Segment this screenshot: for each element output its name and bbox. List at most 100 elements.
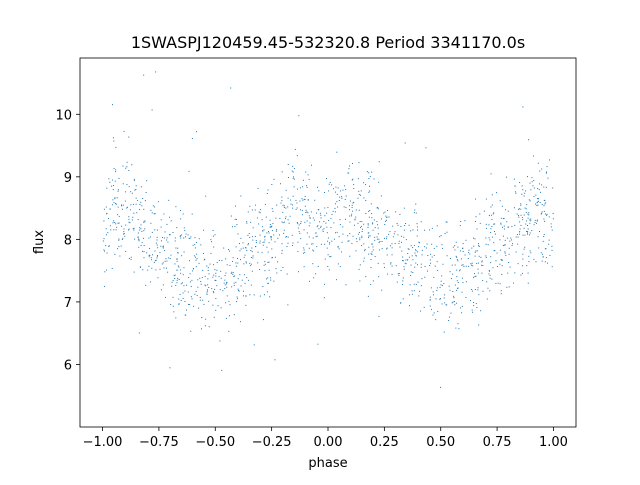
data-point: [112, 199, 114, 201]
data-point: [149, 254, 151, 256]
data-point: [237, 233, 239, 235]
data-point: [440, 235, 442, 237]
data-point: [356, 241, 358, 243]
data-point: [349, 200, 351, 202]
data-point: [391, 265, 393, 267]
data-point: [539, 231, 541, 233]
data-point: [317, 209, 319, 211]
data-point: [477, 289, 479, 291]
data-point: [316, 246, 318, 248]
data-point: [235, 246, 237, 248]
data-point: [456, 256, 458, 258]
data-point: [115, 203, 117, 205]
data-point: [444, 232, 446, 234]
data-point: [206, 293, 208, 295]
data-point: [358, 194, 360, 196]
data-point: [192, 244, 194, 246]
data-point: [274, 256, 276, 258]
data-point: [275, 268, 277, 270]
data-point: [326, 226, 328, 228]
data-point: [142, 237, 144, 239]
data-point: [259, 269, 261, 271]
data-point: [543, 233, 545, 235]
data-point: [133, 227, 135, 229]
data-point: [516, 234, 518, 236]
data-point: [190, 296, 192, 298]
data-point: [244, 254, 246, 256]
data-point: [337, 245, 339, 247]
data-point: [367, 223, 369, 225]
data-point: [365, 276, 367, 278]
data-point: [541, 211, 543, 213]
data-point: [245, 304, 247, 306]
data-point: [115, 169, 117, 171]
data-point: [457, 287, 459, 289]
data-point: [209, 263, 211, 265]
data-point: [273, 178, 275, 180]
data-point: [104, 250, 106, 252]
data-point: [485, 237, 487, 239]
data-point: [429, 259, 431, 261]
data-point: [236, 301, 238, 303]
data-point: [281, 252, 283, 254]
data-point: [499, 249, 501, 251]
data-point: [527, 272, 529, 274]
data-point: [441, 284, 443, 286]
data-point: [518, 208, 520, 210]
data-point: [535, 203, 537, 205]
data-point: [392, 236, 394, 238]
data-point: [384, 220, 386, 222]
data-point: [360, 227, 362, 229]
data-point: [237, 278, 239, 280]
data-point: [297, 271, 299, 273]
data-point: [486, 281, 488, 283]
data-point: [457, 282, 459, 284]
data-point: [137, 200, 139, 202]
data-point: [181, 234, 183, 236]
data-point: [169, 367, 171, 369]
data-point: [247, 244, 249, 246]
data-point: [538, 189, 540, 191]
data-point: [112, 104, 114, 106]
data-point: [418, 295, 420, 297]
data-point: [212, 229, 214, 231]
data-point: [302, 179, 304, 181]
data-point: [378, 238, 380, 240]
data-point: [115, 171, 117, 173]
data-point: [445, 221, 447, 223]
data-point: [455, 255, 457, 257]
data-point: [421, 278, 423, 280]
data-point: [151, 231, 153, 233]
data-point: [501, 265, 503, 267]
data-point: [520, 203, 522, 205]
data-point: [488, 224, 490, 226]
data-point: [491, 204, 493, 206]
data-point: [163, 213, 165, 215]
data-point: [336, 151, 338, 153]
data-point: [108, 178, 110, 180]
data-point: [542, 240, 544, 242]
data-point: [325, 178, 327, 180]
data-point: [489, 290, 491, 292]
data-point: [502, 245, 504, 247]
data-point: [457, 260, 459, 262]
x-tick-label: 0.75: [483, 435, 512, 450]
data-point: [360, 194, 362, 196]
data-point: [508, 253, 510, 255]
data-point: [319, 212, 321, 214]
data-point: [530, 189, 532, 191]
data-point: [304, 195, 306, 197]
data-point: [387, 273, 389, 275]
data-point: [207, 278, 209, 280]
data-point: [327, 240, 329, 242]
data-point: [329, 242, 331, 244]
data-point: [363, 243, 365, 245]
data-point: [330, 256, 332, 258]
data-point: [162, 245, 164, 247]
data-point: [134, 238, 136, 240]
data-point: [134, 189, 136, 191]
data-point: [270, 279, 272, 281]
data-point: [252, 257, 254, 259]
data-point: [196, 131, 198, 133]
